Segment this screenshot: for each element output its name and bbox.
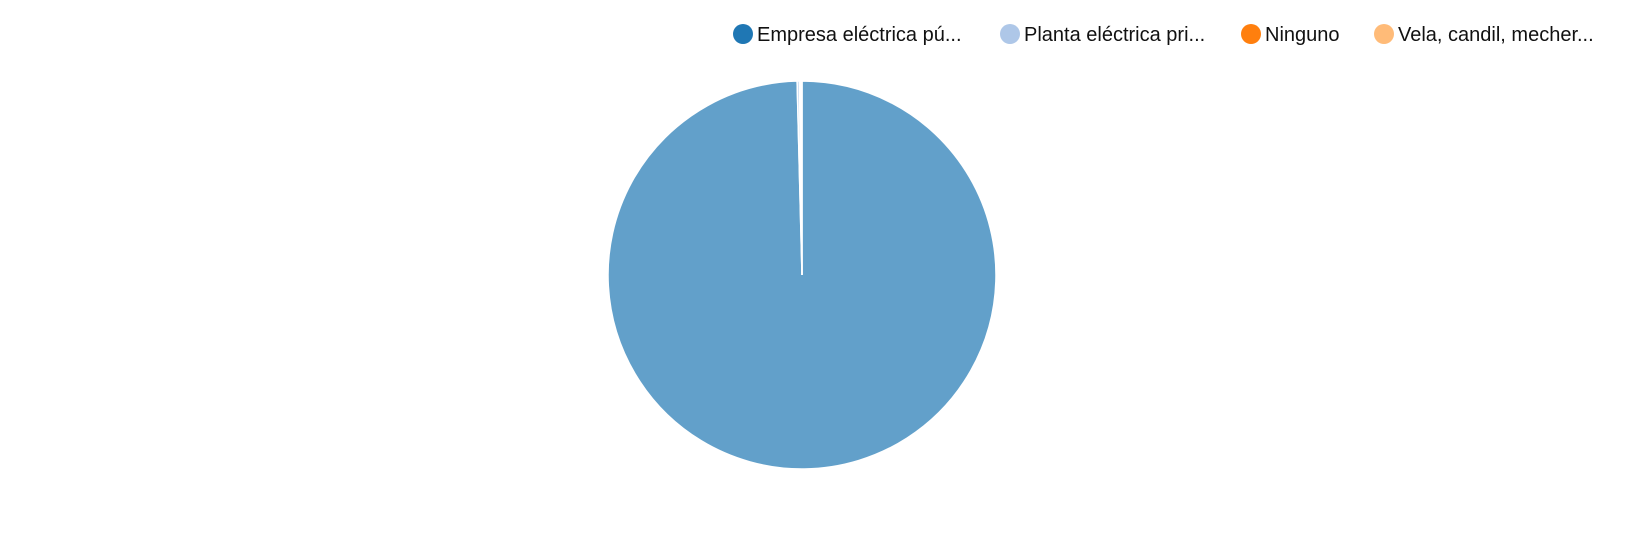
chart-legend: Empresa eléctrica pú... Planta eléctrica … bbox=[733, 24, 1594, 46]
pie-slice[interactable] bbox=[800, 80, 803, 276]
legend-swatch bbox=[1000, 24, 1020, 44]
legend-item[interactable]: Empresa eléctrica pú... bbox=[733, 24, 962, 46]
legend-item[interactable]: Vela, candil, mecher... bbox=[1374, 24, 1594, 46]
legend-item[interactable]: Ninguno bbox=[1241, 24, 1340, 46]
legend-label: Ninguno bbox=[1265, 24, 1340, 46]
legend-swatch bbox=[1241, 24, 1261, 44]
legend-swatch bbox=[733, 24, 753, 44]
legend-label: Vela, candil, mecher... bbox=[1398, 24, 1594, 46]
legend-label: Planta eléctrica pri... bbox=[1024, 24, 1205, 46]
legend-swatch bbox=[1374, 24, 1394, 44]
legend-item[interactable]: Planta eléctrica pri... bbox=[1000, 24, 1205, 46]
legend-label: Empresa eléctrica pú... bbox=[757, 24, 962, 46]
pie-slices bbox=[607, 80, 997, 470]
